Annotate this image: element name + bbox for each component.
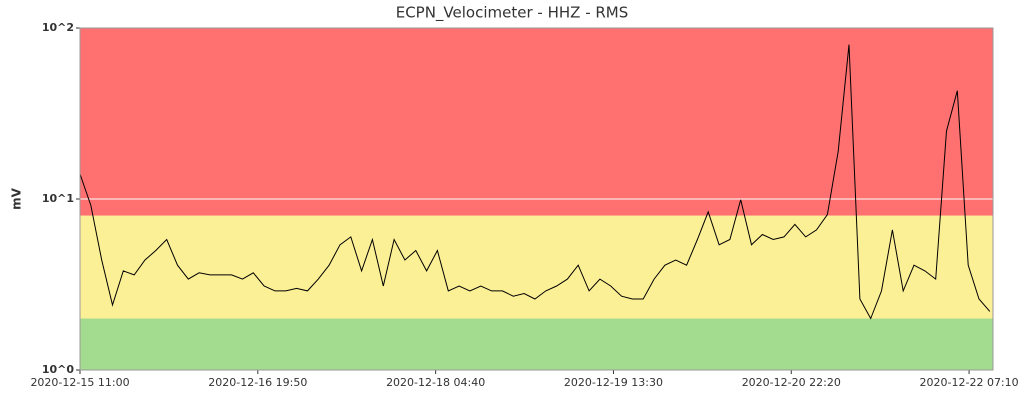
plot-border [79,27,994,371]
threshold-band [80,215,993,319]
y-tick-label: 10^1 [42,192,74,205]
data-line [79,44,991,320]
threshold-band [80,318,993,370]
x-tick-label: 2020-12-15 11:00 [30,376,129,389]
y-axis-label: mV [10,187,24,210]
chart-title: ECPN_Velocimeter - HHZ - RMS [396,4,629,23]
threshold-band [80,28,993,216]
x-tick-label: 2020-12-22 07:10 [920,376,1019,389]
x-tick-label: 2020-12-19 13:30 [564,376,663,389]
x-tick-label: 2020-12-16 19:50 [208,376,307,389]
y-tick-label: 10^2 [42,21,74,34]
y-tick-label: 10^0 [42,363,75,376]
x-tick-label: 2020-12-18 04:40 [386,376,485,389]
x-tick-label: 2020-12-20 22:20 [742,376,841,389]
